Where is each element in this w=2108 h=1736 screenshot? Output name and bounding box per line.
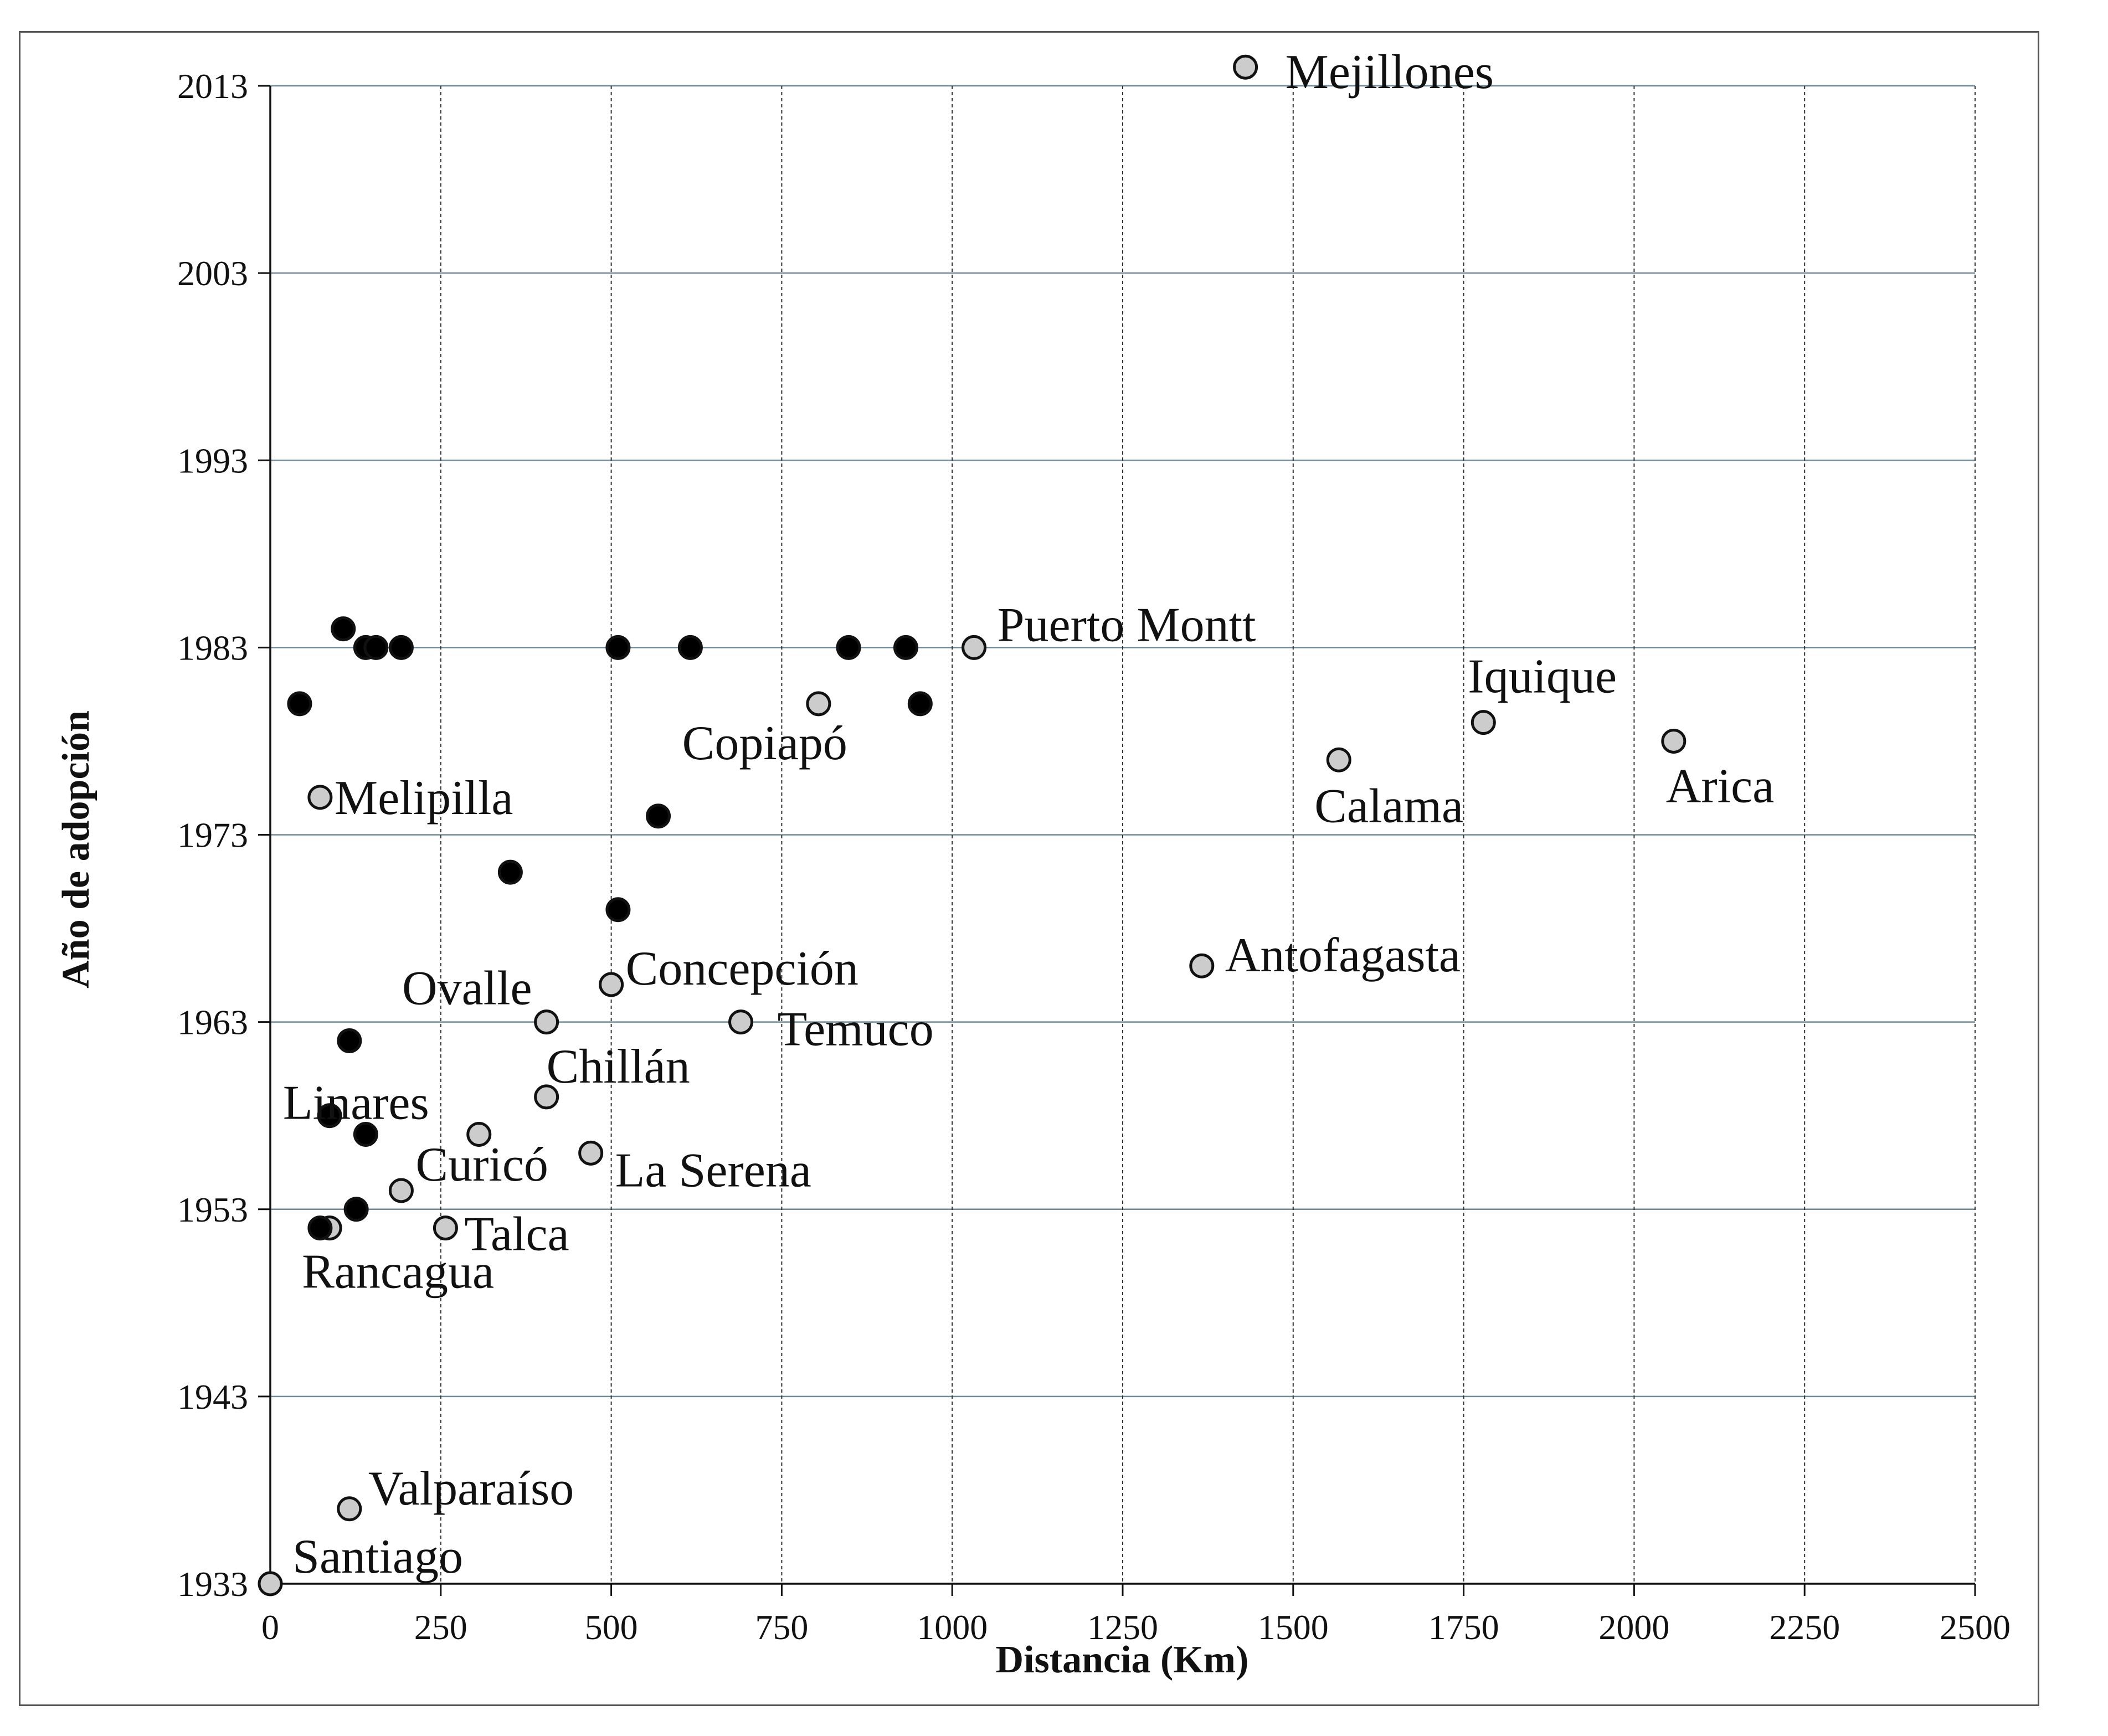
x-tick-label: 1250 xyxy=(1087,1608,1158,1647)
x-tick-label: 1750 xyxy=(1428,1608,1499,1647)
data-point xyxy=(287,691,312,717)
data-point xyxy=(307,785,333,810)
data-label: Curicó xyxy=(415,1138,548,1192)
data-label: Linares xyxy=(283,1076,429,1130)
data-point xyxy=(534,1084,559,1110)
data-label: Copiapó xyxy=(682,717,847,770)
data-point xyxy=(353,1122,378,1147)
y-tick-label: 1943 xyxy=(177,1377,248,1416)
data-label: La Serena xyxy=(615,1143,811,1197)
data-label: Mejillones xyxy=(1286,45,1494,99)
data-point xyxy=(388,1178,414,1203)
data-point xyxy=(363,635,389,660)
y-axis-title: Año de adopción xyxy=(55,710,97,988)
data-point xyxy=(728,1009,754,1035)
data-point xyxy=(317,1103,342,1129)
y-tick-label: 1963 xyxy=(177,1003,248,1042)
data-point xyxy=(343,1197,369,1222)
y-tick-label: 2003 xyxy=(177,254,248,293)
data-point xyxy=(677,635,703,660)
data-point xyxy=(578,1140,604,1166)
data-point xyxy=(1233,54,1258,80)
data-label: Valparaíso xyxy=(368,1462,574,1516)
data-point xyxy=(1661,728,1687,754)
data-point xyxy=(331,616,356,642)
data-point xyxy=(1326,747,1351,772)
data-point xyxy=(605,897,631,923)
data-label: Iquique xyxy=(1468,650,1617,704)
data-label: Temuco xyxy=(778,1003,934,1057)
data-point xyxy=(258,1571,283,1596)
x-tick-label: 2500 xyxy=(1940,1608,2011,1647)
x-tick-label: 1000 xyxy=(917,1608,988,1647)
x-tick-label: 500 xyxy=(585,1608,638,1647)
data-point xyxy=(836,635,861,660)
y-tick-label: 1983 xyxy=(177,628,248,667)
data-label: Chillán xyxy=(547,1040,690,1094)
y-tick-label: 1973 xyxy=(177,816,248,855)
axis-layer: 1933 1943 1953 1963 1973 1983 1993 2003 2013 0 250… xyxy=(177,66,2011,1647)
chart-frame xyxy=(19,31,2039,1706)
data-point xyxy=(907,691,933,717)
data-point xyxy=(433,1215,458,1241)
data-point xyxy=(388,635,414,660)
data-point xyxy=(1471,710,1496,735)
data-label: Puerto Montt xyxy=(998,598,1256,652)
data-point xyxy=(962,635,987,660)
y-tick-label: 1953 xyxy=(177,1190,248,1229)
x-tick-label: 750 xyxy=(755,1608,808,1647)
grid-layer xyxy=(270,85,1976,1585)
data-point xyxy=(337,1496,362,1522)
data-point xyxy=(646,803,671,829)
data-label: Ovalle xyxy=(402,962,532,1016)
data-point xyxy=(806,691,831,717)
x-axis-title: Distancia (Km) xyxy=(996,1639,1249,1681)
y-tick-label: 2013 xyxy=(177,66,248,106)
x-tick-label: 1500 xyxy=(1258,1608,1329,1647)
data-label: Antofagasta xyxy=(1225,929,1461,982)
x-tick-label: 250 xyxy=(414,1608,467,1647)
x-tick-label: 0 xyxy=(261,1608,279,1647)
y-tick-label: 1993 xyxy=(177,441,248,480)
y-tick-label: 1933 xyxy=(177,1564,248,1604)
x-tick-label: 2250 xyxy=(1769,1608,1840,1647)
data-point xyxy=(893,635,918,660)
data-label: Talca xyxy=(464,1208,569,1261)
data-point xyxy=(1189,953,1215,978)
data-point xyxy=(337,1028,362,1053)
data-point xyxy=(307,1215,333,1241)
data-point xyxy=(497,859,523,885)
data-point xyxy=(599,972,624,997)
data-label: Concepción xyxy=(626,942,858,996)
x-tick-label: 2000 xyxy=(1598,1608,1669,1647)
data-label: Santiago xyxy=(292,1530,463,1584)
data-label: Rancagua xyxy=(302,1245,494,1299)
data-label: Calama xyxy=(1314,779,1463,833)
data-label: Melipilla xyxy=(335,771,513,825)
data-point xyxy=(605,635,631,660)
data-point xyxy=(466,1122,492,1147)
data-point xyxy=(534,1009,559,1035)
points-layer xyxy=(258,54,1687,1596)
data-label: Arica xyxy=(1666,759,1774,813)
